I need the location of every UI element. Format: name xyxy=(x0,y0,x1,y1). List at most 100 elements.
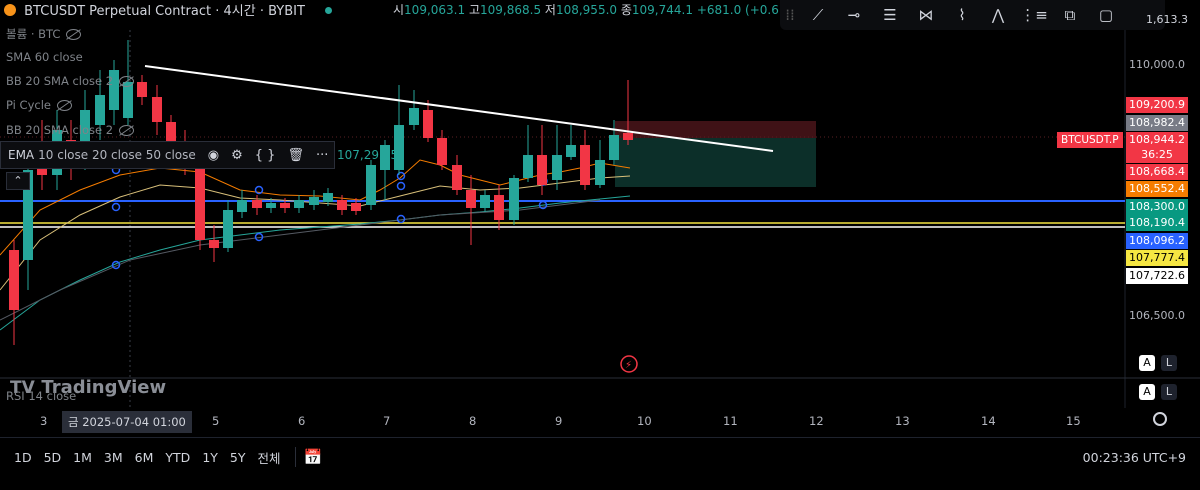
position-tool-profit-zone xyxy=(615,138,816,187)
timeframe-6m[interactable]: 6M xyxy=(134,449,154,465)
horizontal-ray-tool-icon[interactable]: ⊸ xyxy=(847,6,861,24)
timeframe-3m[interactable]: 3M xyxy=(103,449,123,465)
candle xyxy=(337,200,347,210)
candle xyxy=(266,203,276,208)
time-axis[interactable]: 3 금 2025-07-04 01:00 5 6 7 8 9 10 11 12 … xyxy=(0,408,1125,434)
time-label: 6 xyxy=(298,414,306,428)
gann-tool-icon[interactable]: ⧉ xyxy=(1064,6,1076,24)
time-label: 10 xyxy=(637,414,652,428)
price-tag: 108,944.2 xyxy=(1126,132,1188,148)
clock[interactable]: 00:23:36 UTC+9 xyxy=(1082,450,1186,465)
price-tag: 36:25 xyxy=(1126,147,1188,163)
timeframe-1d[interactable]: 1D xyxy=(14,449,32,465)
candle xyxy=(23,170,33,260)
candle xyxy=(409,108,419,125)
price-tag: 108,668.4 xyxy=(1126,164,1188,180)
drag-handle-icon[interactable]: ⁞⁞ xyxy=(785,6,795,24)
ema-mid-line xyxy=(0,175,631,291)
candle xyxy=(9,250,19,310)
rectangle-tool-icon[interactable]: ▢ xyxy=(1098,6,1114,24)
candle xyxy=(323,193,333,202)
price-tag: 107,722.6 xyxy=(1126,268,1188,284)
log-scale-button[interactable]: L xyxy=(1161,355,1177,371)
pattern-tool-icon[interactable]: ⋈ xyxy=(918,6,934,24)
timeframe-1m[interactable]: 1M xyxy=(73,449,92,465)
collapse-legend-button[interactable]: ⌃ xyxy=(6,172,30,190)
hidden-eye-icon[interactable] xyxy=(56,100,72,111)
more-icon[interactable]: ··· xyxy=(315,147,329,163)
candle xyxy=(223,210,233,248)
elliott-wave-tool-icon[interactable]: ⌇ xyxy=(958,6,966,24)
time-label: 14 xyxy=(981,414,996,428)
candle xyxy=(537,155,547,185)
price-axis-top-value: 1,613.3 xyxy=(1146,13,1188,26)
bb-legend-1[interactable]: BB 20 SMA close 2 xyxy=(6,74,135,88)
ema-legend[interactable]: EMA 10 close 20 close 50 close ◉ ⚙ { } 🗑… xyxy=(0,141,335,169)
time-label: 15 xyxy=(1066,414,1081,428)
parallel-channel-tool-icon[interactable]: ☰ xyxy=(883,6,897,24)
volume-legend[interactable]: 볼륨 · BTC xyxy=(6,26,82,42)
ohlc-readout: 시109,063.1 고109,868.5 저108,955.0 종109,74… xyxy=(393,3,779,17)
candle xyxy=(351,203,361,211)
pi-cycle-legend[interactable]: Pi Cycle xyxy=(6,98,72,112)
time-label: 13 xyxy=(895,414,910,428)
candle xyxy=(209,240,219,248)
hidden-eye-icon[interactable] xyxy=(119,125,135,136)
candle xyxy=(523,155,533,178)
price-label-110000: 110,000.0 xyxy=(1129,58,1185,71)
sma60-line xyxy=(0,199,601,321)
timeframe-all[interactable]: 전체 xyxy=(257,450,281,466)
price-tag: 108,190.4 xyxy=(1126,215,1188,231)
market-status-dot xyxy=(325,7,333,14)
auto-scale-button[interactable]: A xyxy=(1139,355,1155,371)
trend-line-tool-icon[interactable]: ⟋ xyxy=(812,6,824,24)
candle xyxy=(394,125,404,170)
candle xyxy=(294,200,304,208)
symbol-title[interactable]: BTCUSDT Perpetual Contract · 4시간 · BYBIT xyxy=(24,4,305,19)
ema-slow-line xyxy=(0,195,631,331)
candle xyxy=(423,110,433,138)
candle xyxy=(123,82,133,118)
rsi-legend[interactable]: RSI 14 close xyxy=(6,389,77,403)
price-tag: 107,777.4 xyxy=(1126,250,1188,266)
candle xyxy=(494,195,504,220)
tradingview-logo[interactable]: TV TradingView xyxy=(10,377,167,398)
crosshair-time-label: 금 2025-07-04 01:00 xyxy=(62,411,192,433)
divider xyxy=(294,447,296,467)
settings-icon[interactable]: ⚙ xyxy=(231,147,243,163)
candle xyxy=(166,122,176,145)
go-to-date-icon[interactable]: 📅 xyxy=(303,448,323,466)
timeframe-5y[interactable]: 5Y xyxy=(229,449,246,465)
source-code-icon[interactable]: { } xyxy=(254,147,276,163)
log-scale-button-lower[interactable]: L xyxy=(1161,384,1177,400)
timeframe-1y[interactable]: 1Y xyxy=(202,449,218,465)
sma60-legend[interactable]: SMA 60 close xyxy=(6,50,83,64)
timeframe-ytd[interactable]: YTD xyxy=(165,449,191,465)
drawing-toolbar: ⁞⁞ ⟋ ⊸ ☰ ⋈ ⌇ ⋀ ⋮≡ ⧉ ▢ xyxy=(780,0,1165,30)
price-tag: 109,200.9 xyxy=(1126,97,1188,113)
candle xyxy=(566,145,576,157)
ema-fast-line xyxy=(0,159,631,256)
symbol-header[interactable]: BTCUSDT Perpetual Contract · 4시간 · BYBIT xyxy=(0,0,333,19)
time-label: 7 xyxy=(383,414,391,428)
hidden-eye-icon[interactable] xyxy=(119,76,135,87)
candle xyxy=(252,200,262,208)
event-icon xyxy=(620,355,638,373)
hidden-eye-icon[interactable] xyxy=(66,29,82,40)
fib-retracement-tool-icon[interactable]: ⋮≡ xyxy=(1020,6,1048,24)
chart-settings-icon[interactable] xyxy=(1153,412,1167,426)
auto-scale-button-lower[interactable]: A xyxy=(1139,384,1155,400)
candle xyxy=(452,165,462,190)
bb-legend-2[interactable]: BB 20 SMA close 2 xyxy=(6,123,135,137)
delete-icon[interactable]: 🗑 xyxy=(287,147,304,163)
candle xyxy=(480,195,490,208)
candle xyxy=(466,190,476,208)
abcd-pattern-tool-icon[interactable]: ⋀ xyxy=(991,6,1005,24)
candle xyxy=(509,178,519,220)
trend-line xyxy=(144,65,774,152)
time-label: 11 xyxy=(723,414,738,428)
timeframe-5d[interactable]: 5D xyxy=(43,449,62,465)
svg-text:⚡: ⚡ xyxy=(625,360,632,371)
eye-icon[interactable]: ◉ xyxy=(207,147,220,163)
